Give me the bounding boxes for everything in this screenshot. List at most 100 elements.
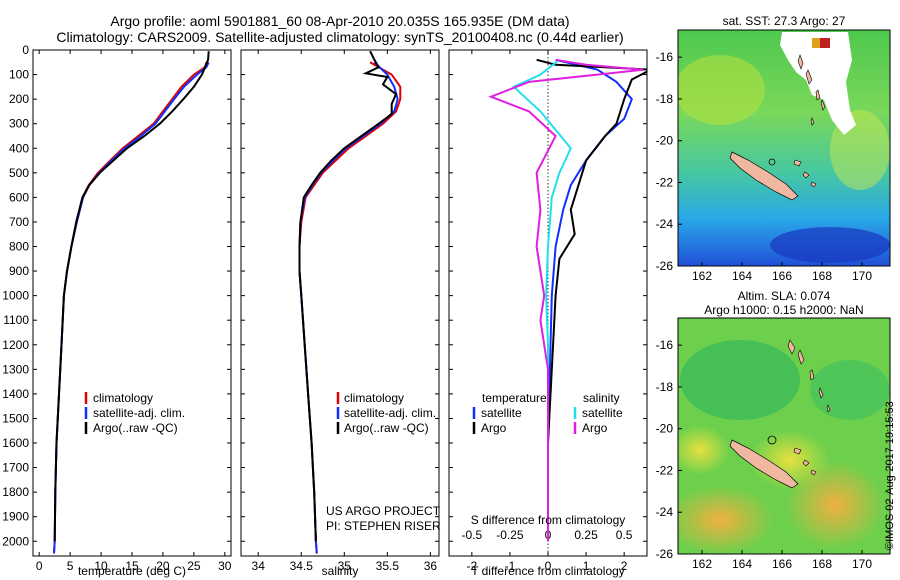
sst-warm-patch <box>678 55 765 125</box>
t-difference-xlabel: T difference from climatology <box>471 564 625 578</box>
map-x-tick-label: 166 <box>772 557 792 571</box>
salinity-legend: climatology satellite-adj. clim. Argo(..… <box>336 391 436 435</box>
s-tick-label: -0.25 <box>496 528 524 542</box>
map-y-tick-label: -20 <box>656 134 674 148</box>
map-x-tick-label: 170 <box>852 557 872 571</box>
s-tick-label: 0.25 <box>574 528 598 542</box>
x-tick-label: 35.5 <box>376 559 400 573</box>
depth-tick-label: 900 <box>9 264 29 278</box>
map-y-tick-label: -16 <box>656 338 674 352</box>
s-difference-label: S difference from climatology <box>471 513 626 527</box>
map-y-tick-label: -24 <box>656 505 674 519</box>
sst-hotspot <box>820 38 830 48</box>
depth-tick-label: 1200 <box>2 338 29 352</box>
sla-map-frame <box>677 317 891 555</box>
sla-map: Altim. SLA: 0.074 Argo h1000: 0.15 h2000… <box>656 289 891 571</box>
title-line-1: Argo profile: aoml 5901881_60 08-Apr-201… <box>110 13 569 29</box>
legend-label-s-argo: Argo <box>582 421 608 435</box>
map-y-tick-label: -20 <box>656 422 674 436</box>
depth-tick-label: 0 <box>22 43 29 57</box>
legend-label-argo: Argo(..raw -QC) <box>93 421 178 435</box>
map-y-tick-label: -22 <box>656 175 674 189</box>
sla-map-title-1: Altim. SLA: 0.074 <box>738 289 831 303</box>
x-tick-label: 34 <box>252 559 266 573</box>
sla-high-patch <box>678 485 775 554</box>
x-tick-label: 2 <box>621 559 628 573</box>
depth-tick-label: 100 <box>9 68 29 82</box>
map-y-tick-label: -16 <box>656 50 674 64</box>
series-line <box>488 58 644 542</box>
map-x-tick-label: 164 <box>732 557 752 571</box>
depth-tick-label: 1500 <box>2 411 29 425</box>
x-tick-label: -1 <box>505 559 516 573</box>
depth-tick-label: 1000 <box>2 289 29 303</box>
depth-tick-label: 1600 <box>2 436 29 450</box>
sla-mid-patch <box>678 425 730 475</box>
depth-tick-label: 1400 <box>2 387 29 401</box>
x-tick-label: 36 <box>424 559 438 573</box>
series-line <box>547 58 633 542</box>
argo-location-marker <box>768 158 776 166</box>
x-tick-label: 35 <box>338 559 352 573</box>
depth-tick-label: 300 <box>9 117 29 131</box>
series-line <box>511 59 572 542</box>
series-line <box>53 61 210 554</box>
sla-low-patch <box>810 360 890 420</box>
series-line <box>53 62 208 554</box>
temperature-axis-ticks: 0 5 10 15 20 25 30 <box>36 50 232 573</box>
sla-map-ticks: 162 164 166 168 170 -16 -18 -20 -22 -24 -26 <box>656 338 873 571</box>
t-difference-ticks: -2 -1 0 1 2 <box>467 50 628 573</box>
x-tick-label: 34.5 <box>290 559 314 573</box>
sla-map-title-2: Argo h1000: 0.15 h2000: NaN <box>704 303 863 317</box>
temperature-legend: climatology satellite-adj. clim. Argo(..… <box>84 391 185 435</box>
x-tick-label: -2 <box>467 559 478 573</box>
legend-title-temperature: temperature <box>482 391 547 405</box>
legend-title-salinity: salinity <box>583 391 620 405</box>
map-y-tick-label: -24 <box>656 217 674 231</box>
series-line <box>536 58 647 542</box>
depth-tick-label: 200 <box>9 92 29 106</box>
sst-map: sat. SST: 27.3 Argo: 27 162 164 166 168 170 -… <box>656 14 891 283</box>
timestamp-stamp: ©IMOS 02-Aug-2017 19:15:53 <box>884 401 896 550</box>
loyalty-islands <box>793 447 817 476</box>
salinity-axes-frame <box>240 49 440 557</box>
sst-map-frame <box>677 29 891 267</box>
salinity-panel: 34 34.5 35 35.5 36 salinity climatology sate… <box>240 49 441 578</box>
difference-panel: -2 -1 0 1 2 -0.5 -0.25 0 0.25 0.5 T difference f… <box>448 49 648 578</box>
temperature-panel: 0100200300400500600700800900100011001200… <box>2 43 232 578</box>
pi-credit: PI: STEPHEN RISER <box>326 519 441 533</box>
salinity-axis-ticks: 34 34.5 35 35.5 36 <box>252 50 438 573</box>
depth-tick-label: 1800 <box>2 485 29 499</box>
depth-tick-label: 1900 <box>2 510 29 524</box>
salinity-xlabel: salinity <box>322 564 359 578</box>
x-tick-label: 1 <box>583 559 590 573</box>
depth-tick-label: 1100 <box>3 313 29 327</box>
map-y-tick-label: -22 <box>656 463 674 477</box>
argo-location-marker <box>767 435 777 445</box>
x-tick-label: 20 <box>156 559 170 573</box>
depth-axis-ticks: 0 100 200 300 400 500 600 700 800 900 1000 1100 1200… <box>2 43 231 548</box>
map-y-tick-label: -26 <box>656 547 674 561</box>
map-x-tick-label: 168 <box>812 557 832 571</box>
map-y-tick-label: -26 <box>656 259 674 273</box>
depth-tick-label: 1300 <box>2 362 29 376</box>
sst-map-ticks: 162 164 166 168 170 -16 -18 -20 -22 -24 -26 <box>656 50 873 283</box>
vanuatu-islands <box>787 339 831 413</box>
x-tick-label: 15 <box>125 559 139 573</box>
map-x-tick-label: 166 <box>772 269 792 283</box>
depth-tick-label: 700 <box>9 215 29 229</box>
x-tick-label: 0 <box>36 559 43 573</box>
depth-tick-label: 1700 <box>2 461 29 475</box>
legend-label-climatology: climatology <box>344 391 404 405</box>
map-x-tick-label: 170 <box>852 269 872 283</box>
legend-label-satellite: satellite-adj. clim. <box>344 406 436 420</box>
map-x-tick-label: 162 <box>692 269 712 283</box>
series-line <box>298 50 398 542</box>
legend-label-satellite: satellite-adj. clim. <box>93 406 185 420</box>
sst-cool-patch <box>770 227 890 263</box>
map-y-tick-label: -18 <box>656 92 674 106</box>
depth-tick-label: 800 <box>9 240 29 254</box>
x-tick-label: 10 <box>94 559 108 573</box>
salinity-lines <box>298 50 402 554</box>
